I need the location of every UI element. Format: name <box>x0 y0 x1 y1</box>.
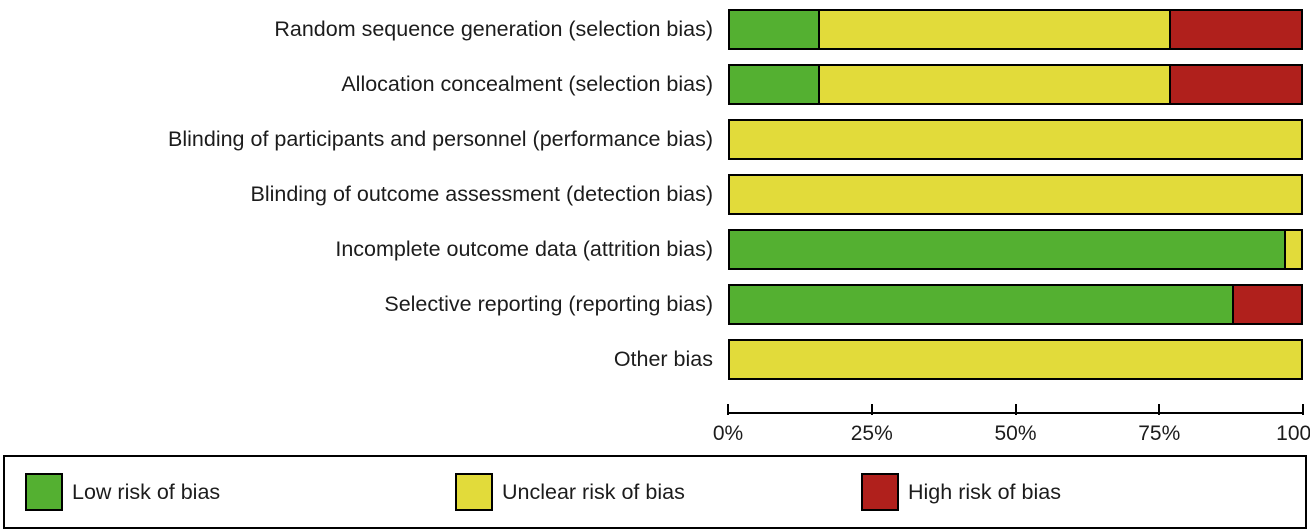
category-label: Incomplete outcome data (attrition bias) <box>335 237 713 261</box>
category-label: Allocation concealment (selection bias) <box>341 72 713 96</box>
bar-segment <box>730 231 1284 268</box>
legend-label-low-risk: Low risk of bias <box>72 479 221 504</box>
category-label: Selective reporting (reporting bias) <box>384 292 713 316</box>
legend-item-high-risk: High risk of bias <box>861 473 1061 511</box>
axis-tick-label: 75% <box>1138 422 1181 445</box>
bar-segment <box>730 66 818 103</box>
legend: Low risk of bias Unclear risk of bias Hi… <box>3 455 1307 529</box>
bar-segment <box>730 286 1233 323</box>
high-risk-swatch <box>861 473 899 511</box>
stacked-bar <box>728 119 1303 160</box>
stacked-bar <box>728 174 1303 215</box>
chart-row: Selective reporting (reporting bias) <box>0 277 1310 332</box>
axis-tick-label: 100% <box>1276 422 1310 445</box>
bar-segment <box>817 11 1170 48</box>
chart-row: Blinding of outcome assessment (detectio… <box>0 167 1310 222</box>
stacked-bar <box>728 229 1303 270</box>
unclear-risk-swatch <box>455 473 493 511</box>
category-label: Blinding of outcome assessment (detectio… <box>250 182 714 206</box>
axis-tick <box>727 404 729 415</box>
chart-row: Incomplete outcome data (attrition bias) <box>0 222 1310 277</box>
chart-row: Random sequence generation (selection bi… <box>0 2 1310 57</box>
bar-segment <box>1232 286 1301 323</box>
axis-tick <box>1302 404 1304 415</box>
bar-segment <box>730 11 818 48</box>
axis-tick <box>870 404 873 415</box>
bar-segment <box>730 341 1301 378</box>
category-label: Other bias <box>613 347 713 371</box>
bar-segment <box>1169 66 1301 103</box>
category-label: Blinding of participants and personnel (… <box>168 127 713 151</box>
chart-row: Allocation concealment (selection bias) <box>0 57 1310 112</box>
axis-tick-label: 50% <box>994 422 1037 445</box>
bar-segment <box>1283 231 1301 268</box>
stacked-bar <box>728 284 1303 325</box>
axis-tick <box>1158 404 1161 415</box>
stacked-bar <box>728 339 1303 380</box>
bar-segment <box>730 121 1301 158</box>
stacked-bar <box>728 9 1303 50</box>
bar-segment <box>817 66 1170 103</box>
bar-segment <box>730 176 1301 213</box>
legend-label-high-risk: High risk of bias <box>908 479 1061 504</box>
category-label: Random sequence generation (selection bi… <box>274 17 713 41</box>
x-axis-block: 0% 25% 50% 75% 100% <box>0 403 1310 455</box>
axis-tick-label: 25% <box>850 422 893 445</box>
low-risk-swatch <box>25 473 63 511</box>
axis-tick <box>1014 404 1017 415</box>
axis-tick-label: 0% <box>712 422 744 445</box>
chart-row: Other bias <box>0 332 1310 387</box>
legend-label-unclear-risk: Unclear risk of bias <box>502 479 685 504</box>
x-axis: 0% 25% 50% 75% 100% <box>713 404 1310 452</box>
legend-item-low-risk: Low risk of bias <box>25 473 455 511</box>
stacked-bar <box>728 64 1303 105</box>
bar-segment <box>1169 11 1301 48</box>
chart-rows: Random sequence generation (selection bi… <box>0 2 1310 387</box>
chart-row: Blinding of participants and personnel (… <box>0 112 1310 167</box>
legend-item-unclear-risk: Unclear risk of bias <box>455 473 861 511</box>
